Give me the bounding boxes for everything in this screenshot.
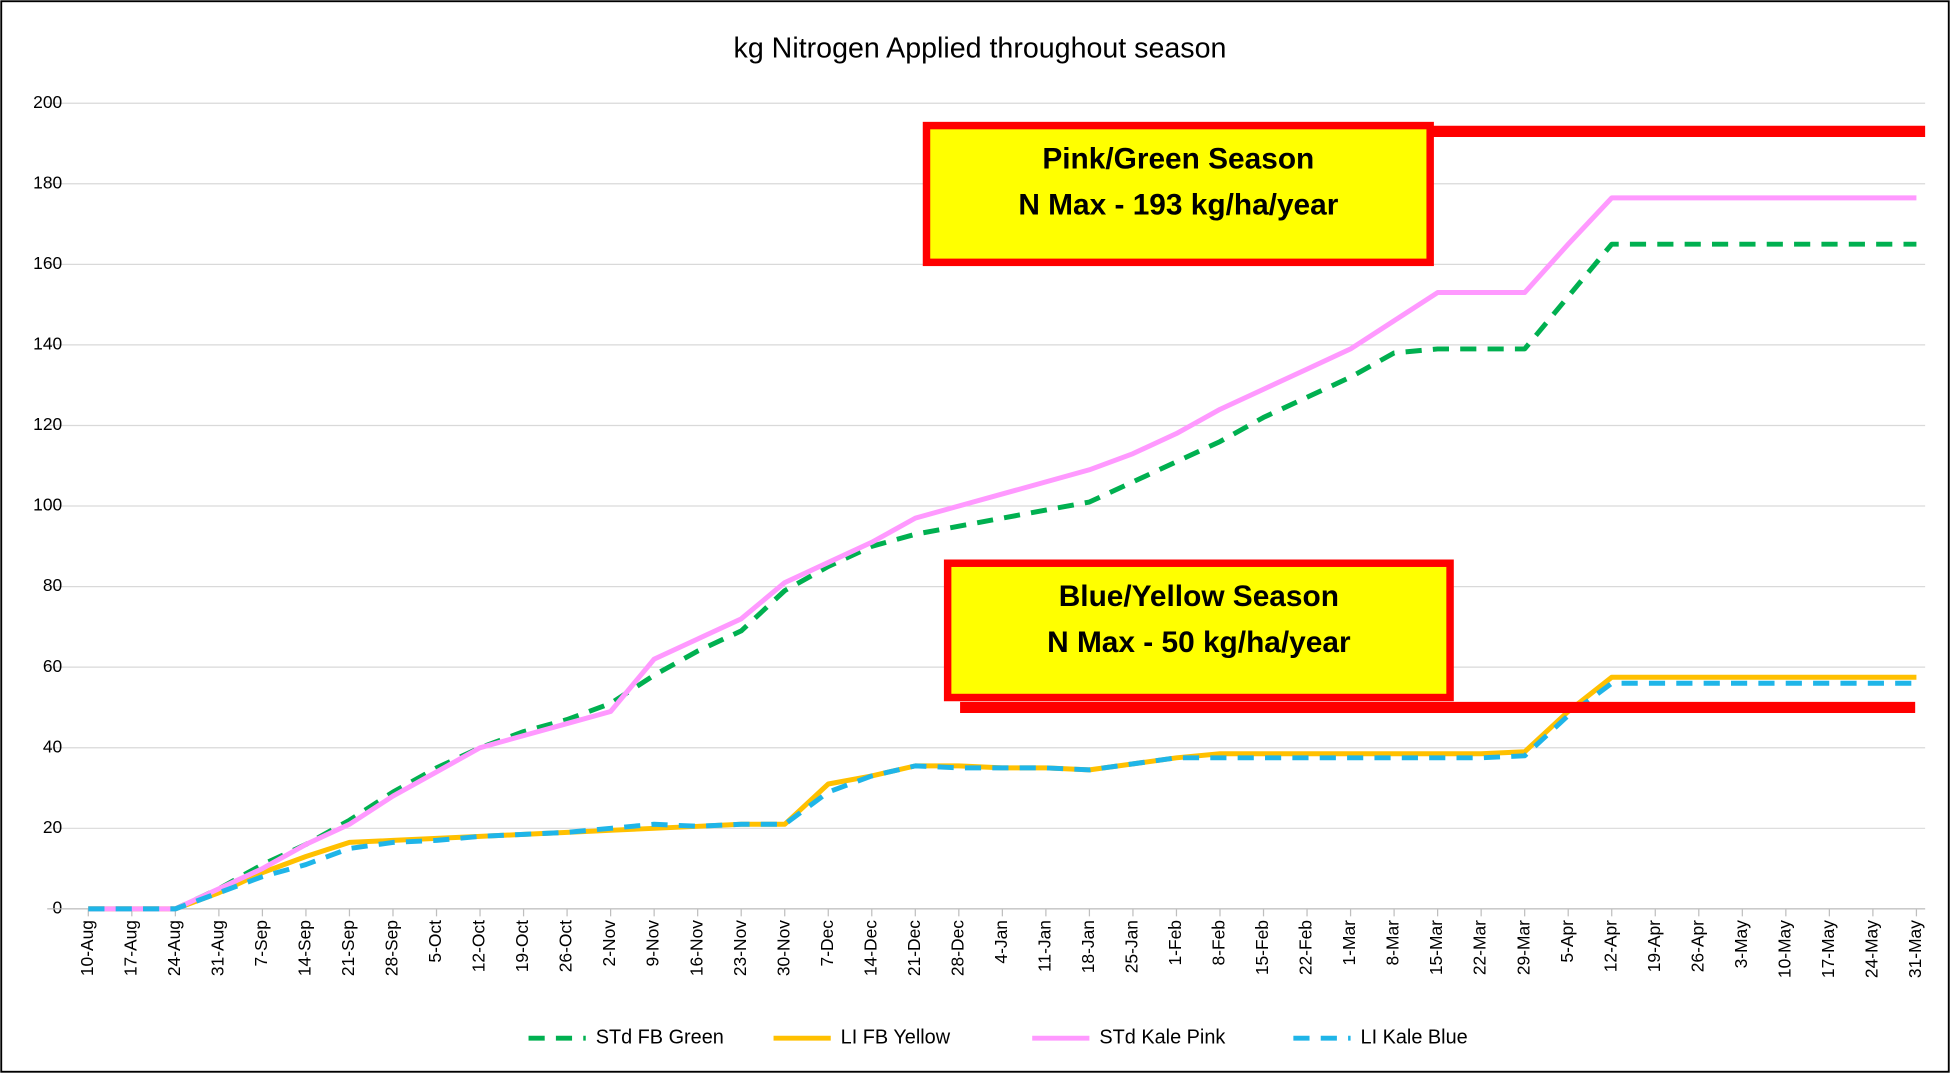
- x-tick-label: 21-Dec: [904, 920, 924, 976]
- x-tick-label: 5-Apr: [1557, 920, 1577, 963]
- x-tick-label: 2-Nov: [599, 920, 619, 967]
- x-tick-label: 3-May: [1731, 920, 1751, 969]
- series-line: [88, 241, 1917, 912]
- y-tick-label: 180: [33, 172, 62, 192]
- y-tick-label: 100: [33, 495, 62, 515]
- x-tick-label: 15-Mar: [1426, 920, 1446, 975]
- x-tick-label: 17-May: [1818, 920, 1838, 978]
- x-tick-label: 31-May: [1905, 920, 1925, 978]
- x-tick-label: 26-Oct: [556, 920, 576, 972]
- x-tick-label: 15-Feb: [1252, 920, 1272, 975]
- y-tick-label: 60: [43, 656, 62, 676]
- y-tick-label: 160: [33, 253, 62, 273]
- legend: STd FB Green LI FB Yellow STd Kale Pink LI …: [528, 1026, 1468, 1048]
- x-tick-label: 28-Sep: [382, 920, 402, 976]
- x-tick-label: 24-Aug: [164, 920, 184, 976]
- x-tick-label: 8-Mar: [1383, 920, 1403, 966]
- x-tick-label: 17-Aug: [120, 920, 140, 976]
- x-tick-label: 23-Nov: [730, 920, 750, 976]
- x-tick-label: 4-Jan: [991, 920, 1011, 964]
- x-tick-label: 1-Mar: [1339, 920, 1359, 966]
- x-tick-label: 16-Nov: [686, 920, 706, 976]
- x-tick-label: 19-Apr: [1644, 920, 1664, 972]
- annotation-text: N Max - 50 kg/ha/year: [1047, 626, 1351, 659]
- series: [88, 195, 1917, 912]
- legend-label: STd Kale Pink: [1099, 1026, 1225, 1048]
- x-tick-label: 9-Nov: [643, 920, 663, 967]
- y-tick-label: 120: [33, 414, 62, 434]
- x-tick-label: 7-Sep: [251, 920, 271, 966]
- x-tick-label: 14-Sep: [295, 920, 315, 976]
- legend-label: LI Kale Blue: [1361, 1026, 1468, 1048]
- x-tick-label: 24-May: [1861, 920, 1881, 978]
- annotation-text: N Max - 193 kg/ha/year: [1018, 188, 1338, 221]
- x-tick-label: 11-Jan: [1034, 920, 1054, 972]
- x-tick-label: 18-Jan: [1078, 920, 1098, 973]
- grid: 0 20 40 60 80 100 120 140 160 180 200 10-Aug 17-Aug 2…: [33, 92, 1926, 978]
- x-tick-label: 28-Dec: [947, 920, 967, 976]
- series-line: [88, 195, 1917, 912]
- chart-title: kg Nitrogen Applied throughout season: [734, 32, 1227, 64]
- y-tick-label: 20: [43, 817, 62, 837]
- y-tick-label: 40: [43, 736, 62, 756]
- x-tick-label: 21-Sep: [338, 920, 358, 976]
- y-tick-label: 80: [43, 575, 62, 595]
- x-tick-label: 22-Mar: [1470, 920, 1490, 975]
- x-tick-label: 25-Jan: [1122, 920, 1142, 973]
- y-tick-label: 0: [53, 897, 63, 917]
- x-tick-label: 14-Dec: [860, 920, 880, 976]
- x-tick-label: 19-Oct: [512, 920, 532, 972]
- legend-label: LI FB Yellow: [841, 1026, 951, 1048]
- x-tick-label: 10-May: [1774, 920, 1794, 978]
- annotations: Pink/Green Season N Max - 193 kg/ha/year B…: [922, 121, 1454, 702]
- x-tick-label: 10-Aug: [77, 920, 97, 976]
- x-tick-label: 22-Feb: [1296, 920, 1316, 975]
- x-tick-label: 12-Apr: [1600, 920, 1620, 972]
- x-tick-label: 31-Aug: [207, 920, 227, 976]
- annotation-text: Blue/Yellow Season: [1059, 580, 1339, 613]
- y-tick-label: 200: [33, 92, 62, 112]
- x-tick-label: 8-Feb: [1209, 920, 1229, 965]
- x-tick-label: 29-Mar: [1513, 920, 1533, 975]
- x-tick-label: 12-Oct: [469, 920, 489, 972]
- annotation-box: [943, 559, 1454, 702]
- x-tick-label: 26-Apr: [1687, 920, 1707, 972]
- legend-label: STd FB Green: [596, 1026, 724, 1048]
- x-tick-label: 1-Feb: [1165, 920, 1185, 965]
- x-tick-label: 30-Nov: [773, 920, 793, 976]
- y-tick-label: 140: [33, 333, 62, 353]
- annotation-text: Pink/Green Season: [1042, 142, 1314, 175]
- annotation-box: [922, 121, 1434, 267]
- series-line: [88, 680, 1917, 912]
- x-tick-label: 5-Oct: [425, 920, 445, 963]
- x-tick-label: 7-Dec: [817, 920, 837, 967]
